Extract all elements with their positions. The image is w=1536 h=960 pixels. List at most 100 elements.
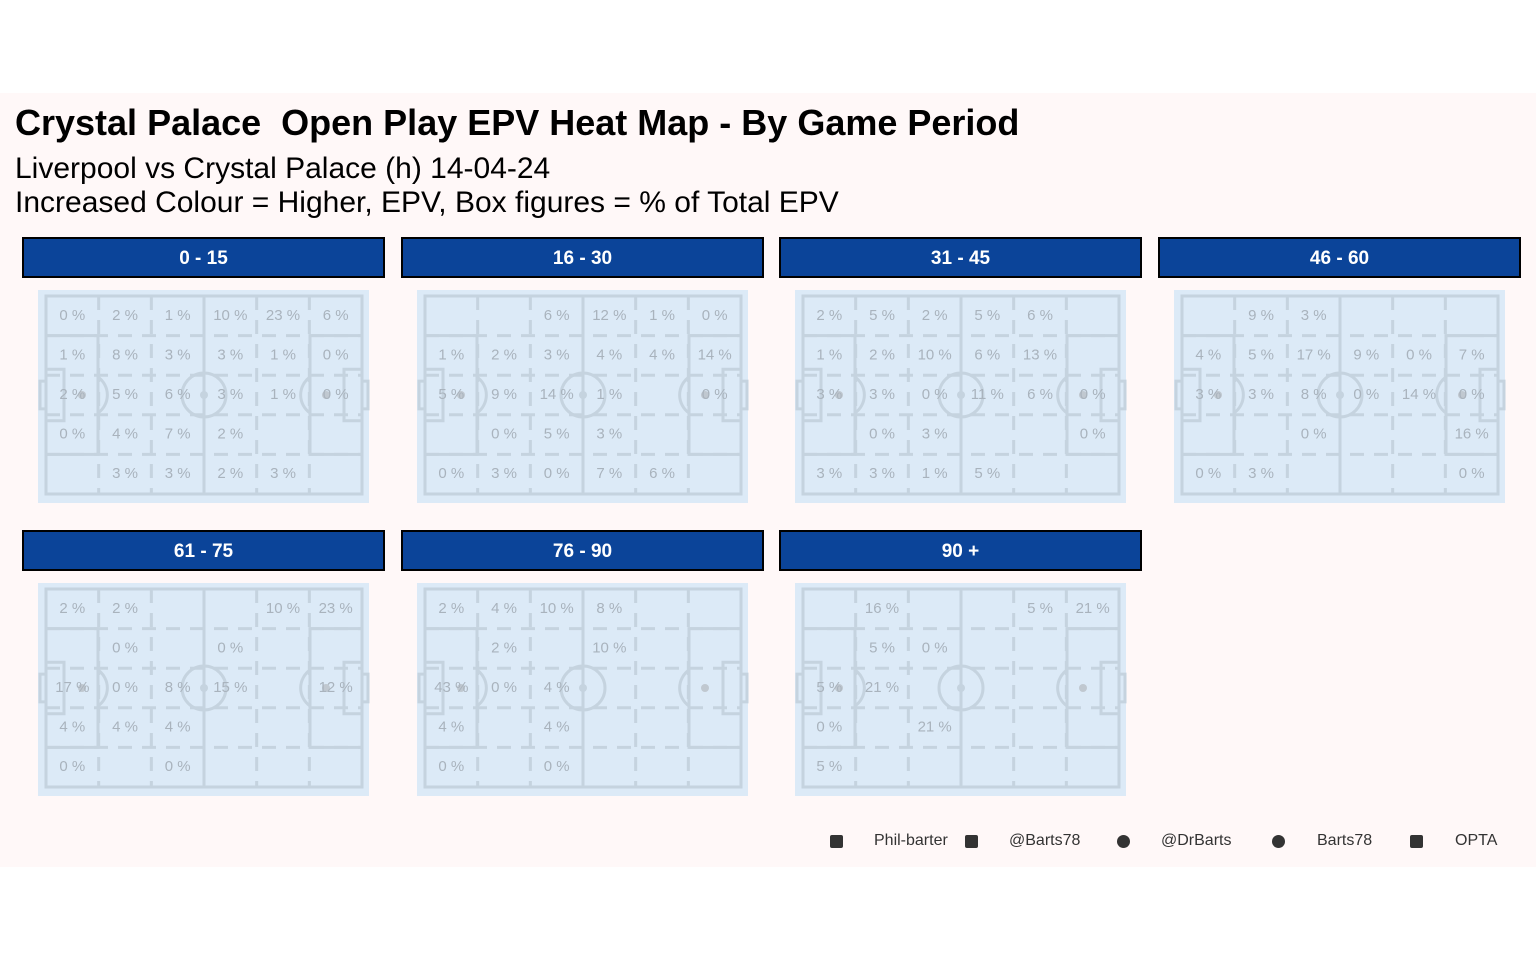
zone-percentage: 4 % — [112, 719, 138, 736]
zone-percentage: 10 % — [592, 639, 626, 656]
zone-percentage: 17 % — [1297, 346, 1331, 363]
zone-percentage: 21 % — [918, 719, 952, 736]
facet-label: 16 - 30 — [553, 248, 612, 269]
zone-percentage: 10 % — [540, 600, 574, 617]
zone-percentage: 4 % — [544, 719, 570, 736]
zone-percentage: 0 % — [1195, 465, 1221, 482]
zone-percentage: 4 % — [165, 719, 191, 736]
zone-percentage: 21 % — [1076, 600, 1110, 617]
centre-spot — [957, 391, 965, 399]
zone-percentage: 8 % — [1301, 386, 1327, 403]
centre-circle — [559, 371, 607, 419]
zone-percentage: 0 % — [323, 386, 349, 403]
zone-percentage: 13 % — [1023, 346, 1057, 363]
penalty-spot — [322, 391, 330, 399]
zone-percentage: 2 % — [112, 600, 138, 617]
zone-percentage: 5 % — [112, 386, 138, 403]
penalty-arc — [1233, 375, 1245, 415]
zone-percentage: 5 % — [1248, 346, 1274, 363]
zone-percentage: 0 % — [702, 386, 728, 403]
penalty-arc — [1056, 375, 1068, 415]
penalty-arc — [299, 375, 311, 415]
facet-strip — [22, 530, 385, 571]
penalty-spot — [1079, 684, 1087, 692]
zone-percentage: 0 % — [922, 639, 948, 656]
facet-label: 76 - 90 — [553, 541, 612, 562]
zone-percentage: 6 % — [165, 386, 191, 403]
facet-strip — [1158, 237, 1521, 278]
goal — [360, 379, 370, 411]
zone-percentage: 2 % — [491, 346, 517, 363]
zone-percentage: 0 % — [702, 307, 728, 324]
penalty-arc — [97, 668, 109, 708]
zone-percentage: 0 % — [1459, 465, 1485, 482]
mastodon-icon — [1117, 835, 1130, 848]
penalty-spot — [78, 684, 86, 692]
penalty-spot — [457, 684, 465, 692]
zone-percentage: 9 % — [491, 386, 517, 403]
goal — [1496, 379, 1506, 411]
footer-text: Barts78 — [1317, 832, 1373, 849]
zone-percentage: 4 % — [1195, 346, 1221, 363]
zone-percentage: 3 % — [112, 465, 138, 482]
zone-percentage: 0 % — [438, 465, 464, 482]
zone-percentage: 23 % — [319, 600, 353, 617]
centre-circle — [1316, 371, 1364, 419]
subtitle: Increased Colour = Higher, EPV, Box figu… — [15, 186, 839, 219]
zone-percentage: 10 % — [266, 600, 300, 617]
zone-percentage: 4 % — [438, 719, 464, 736]
penalty-arc — [1435, 375, 1447, 415]
zone-percentage: 3 % — [1248, 386, 1274, 403]
zone-percentage: 0 % — [1301, 426, 1327, 443]
zone-percentage: 6 % — [544, 307, 570, 324]
zone-percentage: 0 % — [112, 679, 138, 696]
zone-percentage: 3 % — [922, 426, 948, 443]
facet: 0 - 15 0 % 2 % 1 % 10 % 23 % 6 % 1 % 8 % 3 % 3 % 1 … — [22, 237, 385, 503]
zone-percentage: 2 % — [59, 386, 85, 403]
zone-percentage: 2 % — [491, 639, 517, 656]
zone-percentage: 1 % — [438, 346, 464, 363]
zone-percentage: 3 % — [1248, 465, 1274, 482]
zone-percentage: 6 % — [1027, 307, 1053, 324]
zone-percentage: 3 % — [270, 465, 296, 482]
facet-label: 61 - 75 — [174, 541, 234, 562]
penalty-spot — [701, 684, 709, 692]
zone-percentage: 0 % — [544, 758, 570, 775]
subtitle: Liverpool vs Crystal Palace (h) 14-04-24 — [15, 152, 551, 185]
zone-percentage: 4 % — [649, 346, 675, 363]
linkedin-icon — [830, 835, 843, 848]
zone-percentage: 2 % — [112, 307, 138, 324]
zone-percentage: 3 % — [491, 465, 517, 482]
zone-percentage: 0 % — [922, 386, 948, 403]
zone-percentage: 7 % — [165, 426, 191, 443]
penalty-arc — [97, 375, 109, 415]
zone-percentage: 0 % — [491, 426, 517, 443]
centre-spot — [1336, 391, 1344, 399]
zone-percentage: 14 % — [698, 346, 732, 363]
zone-percentage: 1 % — [59, 346, 85, 363]
zone-percentage: 10 % — [213, 307, 247, 324]
zone-percentage: 0 % — [1459, 386, 1485, 403]
penalty-arc — [854, 375, 866, 415]
goal — [1174, 379, 1184, 411]
penalty-spot — [1214, 391, 1222, 399]
zone-percentage: 1 % — [816, 346, 842, 363]
zone-percentage: 3 % — [165, 465, 191, 482]
goal — [417, 379, 427, 411]
centre-spot — [579, 391, 587, 399]
zone-percentage: 0 % — [869, 426, 895, 443]
zone-percentage: 4 % — [59, 719, 85, 736]
penalty-arc — [476, 668, 488, 708]
goal — [795, 672, 805, 704]
zone-percentage: 1 % — [270, 386, 296, 403]
title: Crystal Palace Open Play EPV Heat Map - … — [15, 102, 1020, 143]
zone-percentage: 3 % — [816, 465, 842, 482]
github-icon — [1272, 835, 1285, 848]
centre-circle — [937, 664, 985, 712]
goal — [1117, 379, 1127, 411]
zone-percentage: 4 % — [491, 600, 517, 617]
zone-percentage: 2 % — [217, 426, 243, 443]
centre-circle — [937, 371, 985, 419]
footer: Phil-barter @Barts78 @DrBarts Barts78 OP… — [820, 832, 1510, 852]
